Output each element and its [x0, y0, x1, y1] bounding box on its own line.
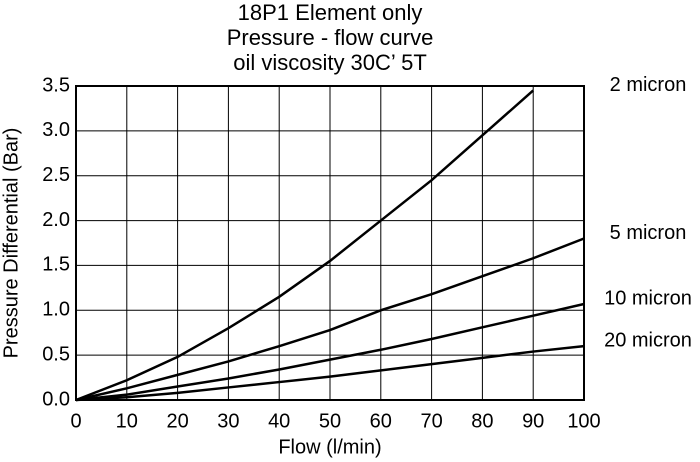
x-tick-label: 60 — [370, 410, 392, 432]
x-axis-label: Flow (l/min) — [278, 436, 381, 458]
series-line — [75, 89, 535, 402]
series-label: 10 micron — [604, 287, 692, 309]
series-label: 5 micron — [610, 222, 687, 244]
x-tick-label: 40 — [268, 410, 290, 432]
y-tick-label: 0.0 — [42, 388, 70, 410]
chart-title: 18P1 Element only — [238, 0, 423, 25]
series-line — [75, 237, 585, 402]
y-tick-label: 2.5 — [42, 164, 70, 186]
x-tick-label: 30 — [217, 410, 239, 432]
y-tick-label: 0.5 — [42, 343, 70, 365]
y-tick-label: 1.5 — [42, 254, 70, 276]
plot-frame — [75, 85, 585, 401]
y-tick-label: 3.0 — [42, 119, 70, 141]
y-tick-label: 2.0 — [42, 209, 70, 231]
y-axis-label: Pressure Differential (Bar) — [0, 128, 22, 359]
series-line — [75, 344, 585, 402]
x-tick-label: 50 — [319, 410, 341, 432]
series-label: 20 micron — [604, 329, 692, 351]
x-tick-label: 90 — [522, 410, 544, 432]
x-tick-label: 70 — [420, 410, 442, 432]
x-tick-label: 80 — [471, 410, 493, 432]
x-tick-label: 0 — [70, 410, 81, 432]
x-tick-label: 10 — [116, 410, 138, 432]
x-tick-label: 20 — [166, 410, 188, 432]
y-tick-label: 3.5 — [42, 74, 70, 96]
x-tick-label: 100 — [567, 410, 600, 432]
series-label: 2 micron — [610, 74, 687, 96]
series-line — [75, 302, 585, 402]
chart-title: oil viscosity 30C’ 5T — [233, 50, 427, 75]
chart-title: Pressure - flow curve — [227, 25, 434, 50]
y-tick-label: 1.0 — [42, 299, 70, 321]
